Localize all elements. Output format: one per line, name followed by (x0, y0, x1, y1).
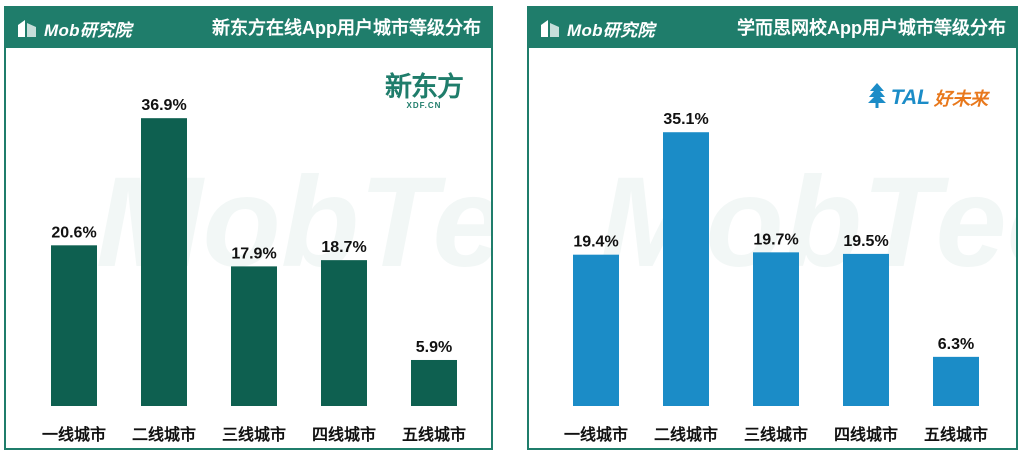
bar-4 (843, 253, 889, 406)
category-label-1: 一线城市 (42, 425, 106, 444)
tal-logo-en: TAL (890, 85, 930, 109)
chart-title: 新东方在线App用户城市等级分布 (212, 18, 481, 38)
category-label-3: 三线城市 (222, 425, 286, 444)
data-label-2: 36.9% (141, 97, 186, 114)
bar-4 (321, 260, 367, 406)
category-label-4: 四线城市 (312, 425, 376, 444)
bar-3 (753, 252, 799, 406)
tal-logo-cn: 好未来 (934, 88, 988, 109)
data-label-3: 19.7% (753, 231, 798, 248)
data-label-4: 19.5% (843, 233, 888, 250)
xdf-logo: 新东方 XDF.CN (385, 72, 464, 110)
data-label-1: 19.4% (573, 234, 618, 251)
xdf-chart-panel: MobTech Mob研究院 新东方在线App用户城市等级分布 新东方 XDF.… (4, 6, 493, 450)
bar-5 (411, 359, 457, 406)
category-label-2: 二线城市 (654, 425, 718, 444)
category-label-5: 五线城市 (924, 425, 988, 444)
data-label-1: 20.6% (51, 224, 96, 241)
tree-icon (867, 82, 887, 113)
data-label-2: 35.1% (663, 111, 708, 128)
tal-logo: TAL 好未来 (867, 82, 988, 113)
brand: Mob研究院 (16, 15, 132, 41)
xdf-logo-cn: 新东方 (385, 72, 464, 103)
data-label-4: 18.7% (321, 239, 366, 256)
tal-bar-chart: 19.4% 一线城市 35.1% 二线城市 19.7% 三线城市 19.5% 四线城市 6.3%… (564, 111, 988, 444)
bar-3 (231, 266, 277, 406)
bar-1 (51, 245, 97, 406)
tal-chart-panel: MobTech Mob研究院 学而思网校App用户城市等级分布 TAL 好未来 … (527, 6, 1018, 450)
category-label-4: 四线城市 (834, 425, 898, 444)
data-label-5: 5.9% (416, 339, 452, 356)
data-label-3: 17.9% (231, 245, 276, 262)
data-label-5: 6.3% (938, 336, 974, 353)
category-label-5: 五线城市 (402, 425, 466, 444)
brand-name: Mob研究院 (567, 20, 655, 40)
mob-logo-icon (539, 17, 561, 39)
xdf-bar-chart: 20.6% 一线城市 36.9% 二线城市 17.9% 三线城市 18.7% 四线城市 5.9%… (42, 97, 466, 444)
bar-1 (573, 254, 619, 406)
bar-2 (663, 132, 709, 406)
panel-header: Mob研究院 学而思网校App用户城市等级分布 (529, 8, 1016, 48)
brand: Mob研究院 (539, 15, 655, 41)
bar-2 (141, 118, 187, 407)
xdf-logo-en: XDF.CN (406, 101, 442, 110)
bar-5 (933, 356, 979, 406)
category-label-2: 二线城市 (132, 425, 196, 444)
category-label-3: 三线城市 (744, 425, 808, 444)
chart-title: 学而思网校App用户城市等级分布 (737, 18, 1006, 38)
category-label-1: 一线城市 (564, 425, 628, 444)
brand-name: Mob研究院 (44, 20, 132, 40)
mob-logo-icon (16, 17, 38, 39)
panel-header: Mob研究院 新东方在线App用户城市等级分布 (6, 8, 491, 48)
